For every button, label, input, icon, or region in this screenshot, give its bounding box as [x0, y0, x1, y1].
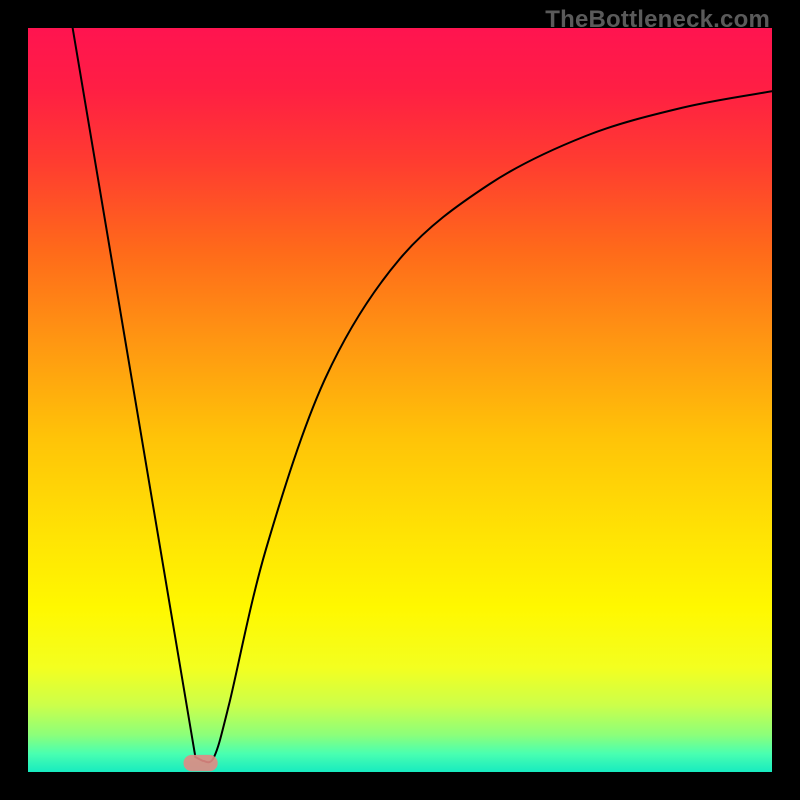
- chart-frame: [28, 28, 772, 772]
- chart-background: [28, 28, 772, 772]
- bottleneck-chart: [28, 28, 772, 772]
- optimal-marker: [184, 755, 218, 771]
